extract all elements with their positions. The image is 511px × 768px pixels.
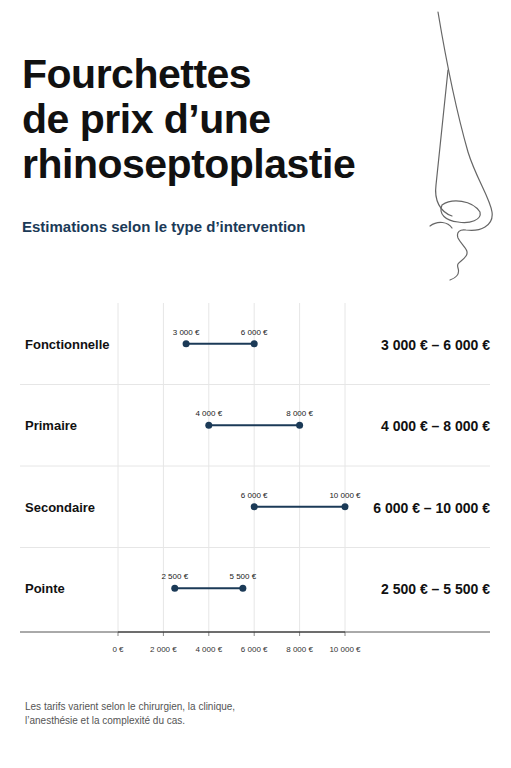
grid-line	[118, 303, 119, 632]
data-label: 6 000 €	[241, 328, 268, 337]
tick-label: 0 €	[112, 645, 124, 654]
data-label: 4 000 €	[195, 409, 222, 418]
range-line	[186, 343, 254, 345]
grid-line	[345, 303, 346, 632]
nose-wing	[430, 222, 452, 228]
baseline	[20, 632, 490, 633]
range-low	[171, 585, 178, 592]
range-low	[205, 422, 212, 429]
row-separator	[20, 384, 490, 385]
x-axis	[118, 631, 345, 632]
chart: 0 €2 000 €4 000 €6 000 €8 000 €10 000 €F…	[0, 0, 511, 768]
grid-line	[299, 303, 300, 632]
subtitle: Estimations selon le type d’intervention	[22, 218, 305, 235]
data-label: 3 000 €	[173, 328, 200, 337]
data-label: 10 000 €	[329, 491, 361, 500]
range-low	[183, 340, 190, 347]
tick-label: 10 000 €	[329, 645, 361, 654]
range-label: 2 500 € – 5 500 €	[381, 581, 490, 597]
tick-label: 6 000 €	[241, 645, 268, 654]
nose-line	[436, 70, 452, 216]
category-label: Fonctionnelle	[25, 337, 110, 352]
title: Fourchettes de prix d’une rhinoseptoplas…	[22, 52, 290, 187]
range-high	[296, 422, 303, 429]
labels: Fonctionnelle 3 000 € 6 000 € 3 000 € – 6 0…	[25, 328, 490, 598]
range-label: 6 000 € – 10 000 €	[373, 500, 490, 516]
range-high	[251, 340, 258, 347]
range-high	[239, 585, 246, 592]
tick-label: 2 000 €	[150, 645, 177, 654]
range-line	[209, 424, 300, 426]
nose-profile	[438, 12, 492, 280]
marks	[171, 340, 348, 592]
range-line	[175, 587, 243, 589]
grid-line	[208, 303, 209, 632]
range-line	[254, 506, 345, 508]
data-label: 5 500 €	[229, 572, 256, 581]
tick-label: 8 000 €	[286, 645, 313, 654]
footnote: Les tarifs varient selon le chirurgien, …	[25, 700, 287, 728]
category-label: Pointe	[25, 581, 65, 596]
nostril	[441, 201, 480, 223]
range-label: 4 000 € – 8 000 €	[381, 418, 490, 434]
nose-illustration	[430, 12, 492, 280]
data-label: 6 000 €	[241, 491, 268, 500]
tick-label: 4 000 €	[195, 645, 222, 654]
row-separator	[20, 547, 490, 548]
range-high	[342, 503, 349, 510]
data-label: 8 000 €	[286, 409, 313, 418]
data-label: 2 500 €	[161, 572, 188, 581]
category-label: Secondaire	[25, 500, 95, 515]
range-low	[251, 503, 258, 510]
grid-line	[163, 303, 164, 632]
grid-line	[254, 303, 255, 632]
range-label: 3 000 € – 6 000 €	[381, 337, 490, 353]
row-separator	[20, 466, 490, 467]
category-label: Primaire	[25, 418, 77, 433]
